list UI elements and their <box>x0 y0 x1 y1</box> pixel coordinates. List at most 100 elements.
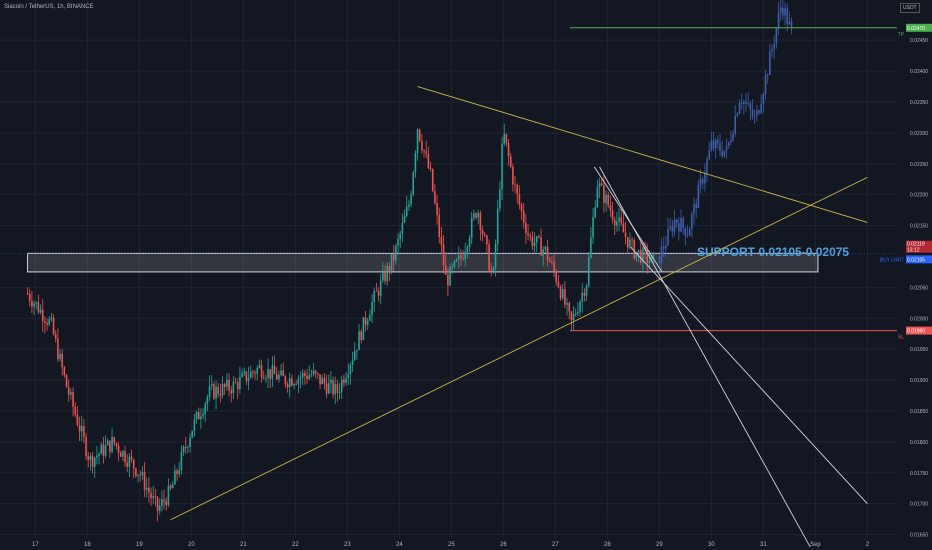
candle-body <box>723 150 726 156</box>
candle-body <box>80 426 83 432</box>
candle-body <box>295 384 298 385</box>
candle-body <box>479 212 482 231</box>
candle-body <box>33 303 35 307</box>
candle-body <box>299 377 302 379</box>
candle-body <box>269 369 272 379</box>
candle-body <box>529 235 532 237</box>
y-tick-label: 0.02000 <box>910 316 928 322</box>
candle-body <box>63 367 66 376</box>
candle-body <box>605 194 607 203</box>
candle-body <box>308 374 311 380</box>
candle-body <box>775 28 778 44</box>
candle-body <box>786 8 788 25</box>
candle-body <box>546 246 549 261</box>
candle-body <box>777 12 780 29</box>
candle-body <box>520 204 523 211</box>
candle-body <box>345 377 347 384</box>
candle-body <box>401 222 404 234</box>
candle-body <box>451 266 454 268</box>
candle-body <box>574 313 577 315</box>
support-zone-box <box>27 252 819 273</box>
candle-body <box>408 204 410 207</box>
candle-body <box>137 474 139 476</box>
x-tick-label: 2 <box>866 542 870 548</box>
candle-body <box>522 210 525 223</box>
candle-body <box>436 202 438 215</box>
candle-body <box>475 213 477 218</box>
candle-body <box>581 292 584 302</box>
candle-body <box>414 153 417 173</box>
candle-body <box>577 312 579 314</box>
candle-body <box>143 471 146 490</box>
candle-body <box>691 214 693 229</box>
candle-body <box>74 406 77 415</box>
last-price-value: 0.02119 <box>907 242 925 248</box>
candle-body <box>332 380 334 395</box>
candle-body <box>598 183 601 188</box>
candle-body <box>256 367 259 374</box>
candle-body <box>642 247 644 263</box>
candle-body <box>499 189 501 209</box>
candle-body <box>260 365 263 378</box>
candle-body <box>317 373 319 375</box>
time-axis[interactable]: 17 18 19 20 21 22 23 24 25 26 27 28 29 30 31 Sep 2 <box>32 542 870 548</box>
y-tick-label: 0.01650 <box>910 533 928 539</box>
last-price-box <box>906 240 932 253</box>
candle-body <box>766 74 769 76</box>
candle-body <box>189 437 191 447</box>
candle-body <box>635 251 638 259</box>
y-tick-label: 0.02150 <box>910 224 928 230</box>
candle-body <box>35 302 38 304</box>
candle-body <box>204 403 207 414</box>
candle-body <box>312 370 315 375</box>
candle-body <box>377 291 380 296</box>
candle-body <box>386 265 389 282</box>
candle-body <box>275 373 278 380</box>
candle-body <box>697 184 700 209</box>
candle-body <box>72 392 74 407</box>
sl-tag-value: 0.01980 <box>907 329 925 335</box>
x-tick-label: 21 <box>240 542 247 548</box>
candle-body <box>325 383 328 394</box>
candle-body <box>310 374 313 376</box>
candle-body <box>135 468 137 476</box>
candle-body <box>738 103 741 114</box>
price-axis[interactable]: 0.02450 0.02400 0.02350 0.02300 0.02250 0.022… <box>910 38 928 538</box>
candle-body <box>314 370 317 374</box>
candle-body <box>680 218 682 232</box>
candle-body <box>70 392 72 395</box>
candle-body <box>213 384 215 399</box>
candle-body <box>41 309 44 322</box>
candle-body <box>93 457 96 467</box>
candle-body <box>132 459 135 469</box>
candle-body <box>730 140 732 143</box>
candle-body <box>412 172 415 195</box>
candle-body <box>223 383 226 387</box>
candle-body <box>561 289 564 299</box>
candle-body <box>568 303 571 312</box>
candle-body <box>533 242 536 246</box>
candle-body <box>85 436 87 457</box>
candle-body <box>583 292 586 296</box>
candle-body <box>790 21 793 28</box>
tp-tag-value: 0.02470 <box>907 26 925 32</box>
tp-tag-box <box>906 23 932 32</box>
candle-body <box>117 445 120 453</box>
candle-body <box>771 48 773 52</box>
trendline <box>630 246 868 504</box>
candle-body <box>210 384 213 386</box>
candle-body <box>542 249 545 256</box>
candle-body <box>732 133 734 141</box>
candle-body <box>758 110 760 114</box>
candle-body <box>516 184 519 195</box>
candle-body <box>126 462 129 467</box>
candle-body <box>447 274 449 286</box>
candle-body <box>611 210 614 220</box>
x-tick-label: 18 <box>84 542 91 548</box>
candle-body <box>607 194 610 206</box>
candle-body <box>262 377 265 379</box>
candle-body <box>570 311 573 321</box>
candle-body <box>535 236 538 243</box>
symbol-title: Siacoin / TetherUS, 1h, BINANCE <box>4 4 94 10</box>
